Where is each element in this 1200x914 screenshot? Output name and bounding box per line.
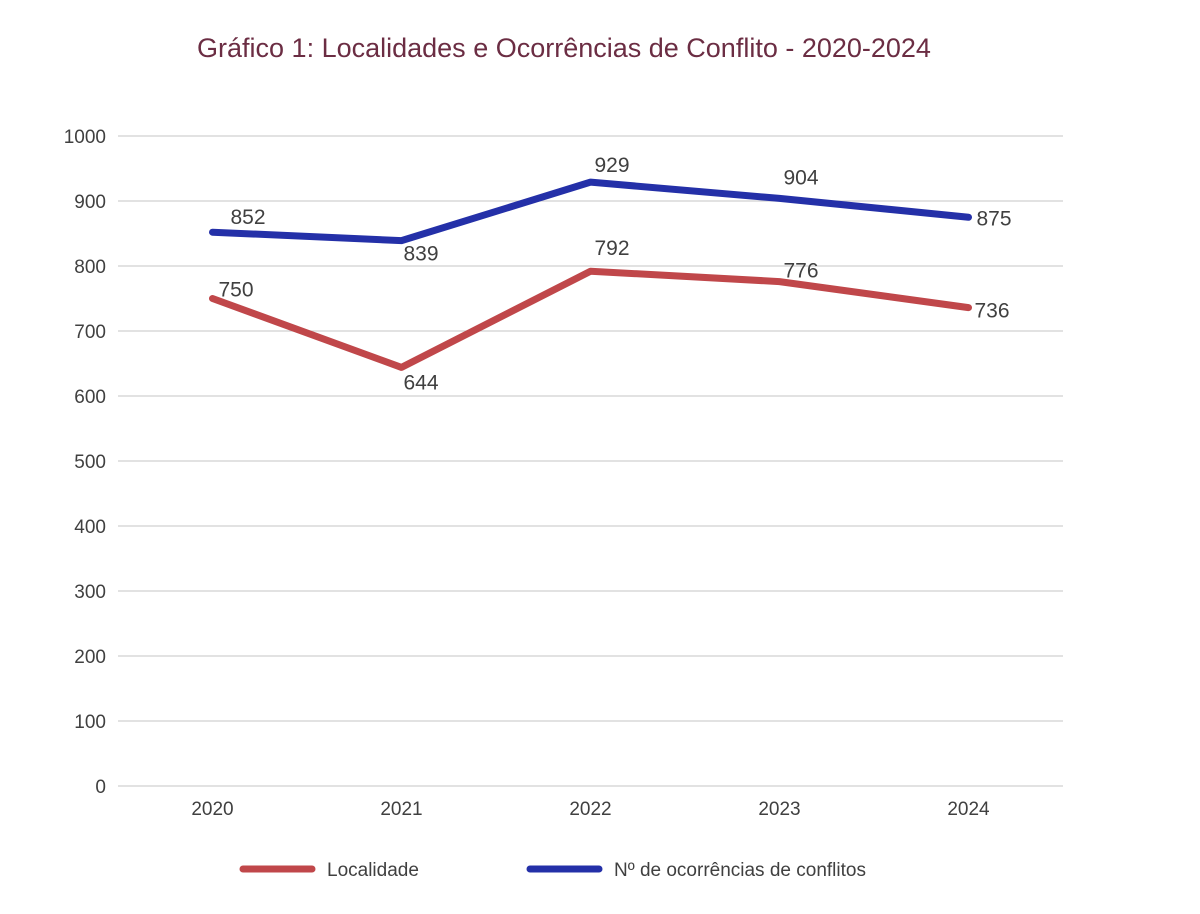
y-axis-ticks: 0 100 200 300 400 500 600 700 800 900 1000 xyxy=(64,127,106,798)
series-line-1 xyxy=(209,178,972,245)
data-label: 792 xyxy=(595,237,630,260)
y-tick-label: 500 xyxy=(74,452,106,473)
y-tick-label: 100 xyxy=(74,712,106,733)
y-tick-label: 1000 xyxy=(64,127,106,148)
data-label: 904 xyxy=(784,166,819,189)
data-label: 736 xyxy=(975,300,1010,323)
x-tick-label: 2024 xyxy=(947,799,990,820)
x-tick-label: 2023 xyxy=(758,799,800,820)
y-tick-label: 900 xyxy=(74,192,106,213)
data-label: 776 xyxy=(784,260,819,283)
legend: Localidade Nº de ocorrências de conflito… xyxy=(239,860,866,881)
series xyxy=(209,178,972,371)
y-tick-label: 300 xyxy=(74,582,106,603)
legend-item-ocorrencias[interactable]: Nº de ocorrências de conflitos xyxy=(526,860,866,881)
y-tick-label: 0 xyxy=(95,777,106,798)
data-label: 852 xyxy=(231,206,266,229)
data-label: 750 xyxy=(219,279,254,302)
x-tick-label: 2022 xyxy=(569,799,611,820)
data-label: 929 xyxy=(595,154,630,177)
data-label: 839 xyxy=(404,243,439,266)
y-tick-label: 200 xyxy=(74,647,106,668)
y-tick-label: 400 xyxy=(74,517,106,538)
y-tick-label: 800 xyxy=(74,257,106,278)
data-label: 875 xyxy=(977,207,1012,230)
legend-item-localidade[interactable]: Localidade xyxy=(239,860,419,881)
y-tick-label: 700 xyxy=(74,322,106,343)
legend-label-ocorrencias: Nº de ocorrências de conflitos xyxy=(614,860,866,881)
data-labels: 750 644 792 776 736 852 839 929 904 875 xyxy=(219,154,1012,394)
series-line-0 xyxy=(209,267,972,371)
x-tick-label: 2020 xyxy=(191,799,233,820)
x-axis-ticks: 2020 2021 2022 2023 2024 xyxy=(191,799,990,820)
y-tick-label: 600 xyxy=(74,387,106,408)
legend-label-localidade: Localidade xyxy=(327,860,419,881)
x-tick-label: 2021 xyxy=(380,799,422,820)
chart-title: Gráfico 1: Localidades e Ocorrências de … xyxy=(197,33,931,63)
gridlines xyxy=(118,135,1063,787)
data-label: 644 xyxy=(404,371,439,394)
